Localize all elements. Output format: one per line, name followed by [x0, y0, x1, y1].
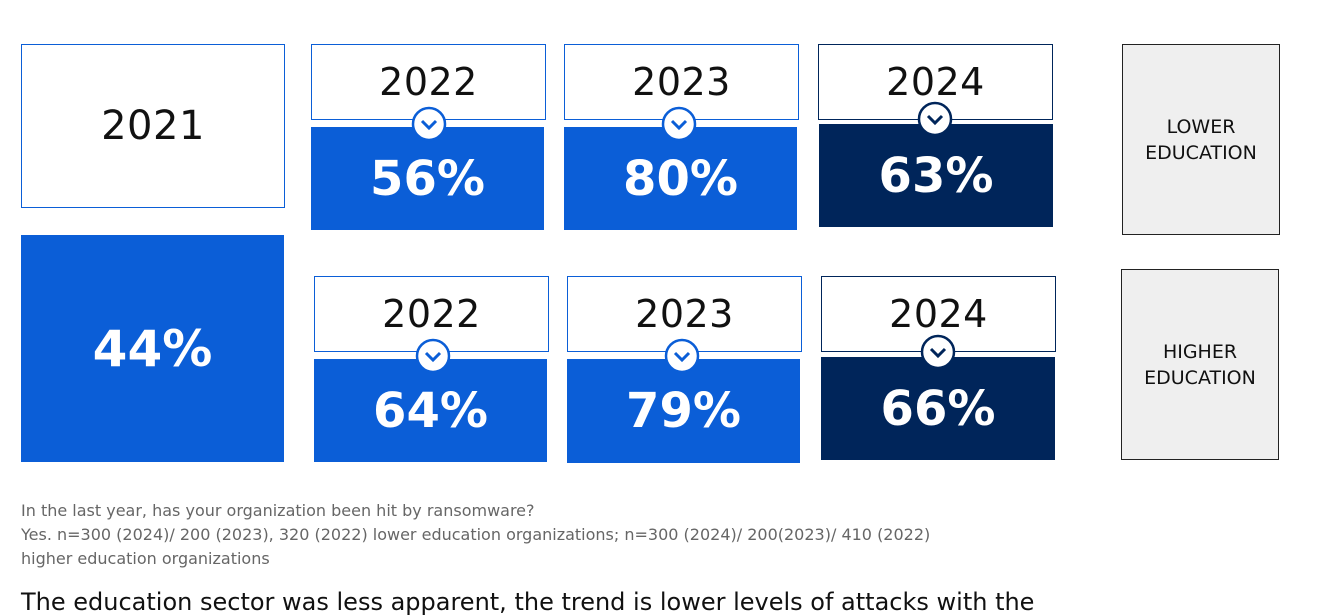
chevron-down-icon	[917, 101, 953, 137]
year-2021-box: 2021	[21, 44, 285, 208]
chevron-down-icon	[661, 106, 697, 142]
row-label-higher-education: HIGHER EDUCATION	[1121, 269, 1279, 460]
lower-2022-value: 56%	[311, 127, 544, 230]
row-label-lower-education: LOWER EDUCATION	[1122, 44, 1280, 235]
value-2021-box: 44%	[21, 235, 284, 462]
higher-2022-value: 64%	[314, 359, 547, 462]
chevron-down-icon	[920, 334, 956, 370]
higher-2023-value: 79%	[567, 359, 800, 463]
body-text: The education sector was less apparent, …	[21, 588, 1035, 616]
sample-base-line2: higher education organizations	[21, 549, 270, 568]
higher-2024-value: 66%	[821, 357, 1055, 460]
lower-2023-value: 80%	[564, 127, 797, 230]
chevron-down-icon	[411, 106, 447, 142]
chevron-down-icon	[415, 338, 451, 374]
higher-2024-year: 2024	[821, 276, 1056, 352]
lower-2024-value: 63%	[819, 124, 1053, 227]
survey-question: In the last year, has your organization …	[21, 501, 535, 520]
sample-base-line1: Yes. n=300 (2024)/ 200 (2023), 320 (2022…	[21, 525, 931, 544]
chevron-down-icon	[664, 338, 700, 374]
